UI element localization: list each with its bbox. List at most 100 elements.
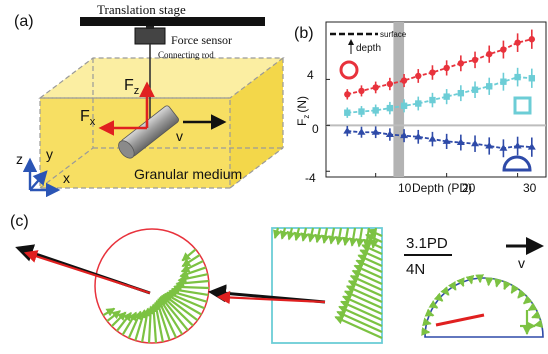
semicircle-pressure-spoke [503, 280, 512, 291]
scale-force-label: 4N [406, 261, 425, 278]
semicircle-pressure-spoke [456, 277, 465, 288]
series-square-point [386, 104, 394, 112]
fx-label: Fx [80, 108, 96, 128]
series-circle-point [358, 87, 365, 95]
square-pressure-spoke [293, 227, 303, 242]
series-semicircle-point [456, 138, 465, 146]
semicircle-pressure-spoke [422, 317, 432, 327]
semicircle-pressure-spoke [424, 308, 435, 317]
square-pressure-spoke [366, 228, 383, 238]
axis-z-label: z [16, 151, 23, 167]
square-pressure-spoke [353, 264, 383, 280]
semicircle-pressure-spoke [447, 280, 457, 291]
square-pressure-spoke [338, 305, 383, 328]
coordinate-axes: z y x [16, 146, 70, 198]
series-square-point [500, 78, 507, 85]
series-square-point [358, 108, 365, 115]
series-square-point [471, 86, 479, 93]
square-pressure-spoke [363, 238, 383, 250]
square-pressure-spoke [357, 254, 383, 268]
series-semicircle-point [357, 128, 366, 135]
y-tick-0: 0 [312, 122, 319, 136]
series-square-point [344, 109, 351, 116]
series-circle-point [471, 56, 479, 64]
series-semicircle-point [428, 135, 437, 142]
series-circle-point [514, 39, 521, 46]
series-circle-point [500, 46, 507, 53]
series-semicircle-point [442, 137, 451, 144]
series-semicircle-point [385, 130, 394, 138]
square-shape-icon [513, 96, 532, 115]
medium-side-face [230, 58, 283, 188]
semicircle-net-force-red [435, 313, 485, 327]
series-circle-point [386, 80, 394, 88]
series-semicircle-point [343, 127, 352, 134]
x-axis-label: Depth (PD) [412, 181, 472, 195]
plot-area [326, 22, 546, 177]
series-square-point [457, 89, 465, 97]
circle-pressure-spokes [102, 248, 210, 343]
surface-label: surface [380, 30, 407, 39]
semicircle-pressure-spoke [428, 300, 439, 309]
circle-pressure-spoke [134, 309, 147, 341]
circle-pressure-spoke [121, 311, 138, 336]
fz-label: Fz [124, 77, 139, 97]
semicircle-pressure-spoke [484, 277, 494, 287]
square-pressure-spoke [349, 274, 383, 292]
semicircle-pressure-spoke [533, 319, 544, 328]
semicircle-force-map [421, 274, 544, 338]
x-tick-30: 30 [523, 181, 537, 195]
series-circle-point [457, 60, 465, 67]
series-semicircle-point [371, 128, 380, 135]
series-circle-point [429, 69, 436, 76]
scale-bar: 3.1PD 4N [404, 235, 452, 278]
square-pressure-spoke [351, 269, 383, 286]
square-pressure-spoke [359, 249, 383, 262]
connecting-rod-label: Connecting rod [158, 50, 214, 60]
circle-pressure-spoke [116, 311, 132, 332]
square-pressure-spoke [343, 290, 383, 310]
semicircle-pressure-spoke [517, 289, 527, 299]
square-pressure-spoke [348, 227, 358, 247]
granular-medium-label: Granular medium [134, 166, 242, 182]
panel-c-velocity-label: v [518, 255, 525, 271]
panel-b-tag: (b) [294, 25, 314, 42]
panel-b: (b) surface depth Fz(N) Depth (PD) 4 0 -… [294, 21, 547, 195]
circle-pressure-spoke [110, 311, 127, 328]
y-tick-minus-4: -4 [305, 171, 316, 185]
circle-pressure-spoke [175, 278, 209, 288]
square-pressure-spoke [345, 285, 383, 304]
square-pressure-spoke [342, 227, 351, 247]
square-pressure-spoke [321, 227, 330, 244]
circle-pressure-spoke [127, 310, 142, 339]
square-pressure-spokes [272, 227, 383, 340]
series-circle-point [344, 91, 351, 98]
velocity-label: v [176, 128, 183, 144]
square-pressure-spoke [272, 227, 282, 240]
square-pressure-spoke [355, 227, 365, 248]
medium-wireframe [38, 57, 285, 189]
series-square-point [400, 102, 408, 110]
circle-pressure-spoke [146, 305, 155, 343]
square-pressure-spoke [286, 227, 296, 241]
series-circle-point [443, 64, 450, 72]
square-pressure-spoke [347, 280, 383, 298]
square-net-force-red [216, 290, 326, 305]
square-pressure-spoke [307, 227, 316, 243]
semicircle-pressure-spoke [531, 310, 542, 319]
square-pressure-spoke [365, 233, 383, 244]
series-semicircle-point [400, 131, 409, 139]
square-pressure-spoke [355, 259, 383, 274]
circle-pressure-spoke [102, 307, 116, 317]
series-square-point [514, 73, 521, 81]
panel-a: (a) Translation stage Force sensor Conne… [14, 2, 285, 198]
series-semicircle-point [485, 142, 494, 149]
semicircle-outline [424, 277, 544, 338]
semicircle-pressure-spoke [527, 302, 538, 312]
axis-x-label: x [63, 170, 70, 186]
scale-length-label: 3.1PD [406, 235, 448, 252]
square-pressure-spoke [335, 227, 344, 246]
depth-band [393, 22, 405, 177]
circle-pressure-spoke [149, 303, 159, 343]
